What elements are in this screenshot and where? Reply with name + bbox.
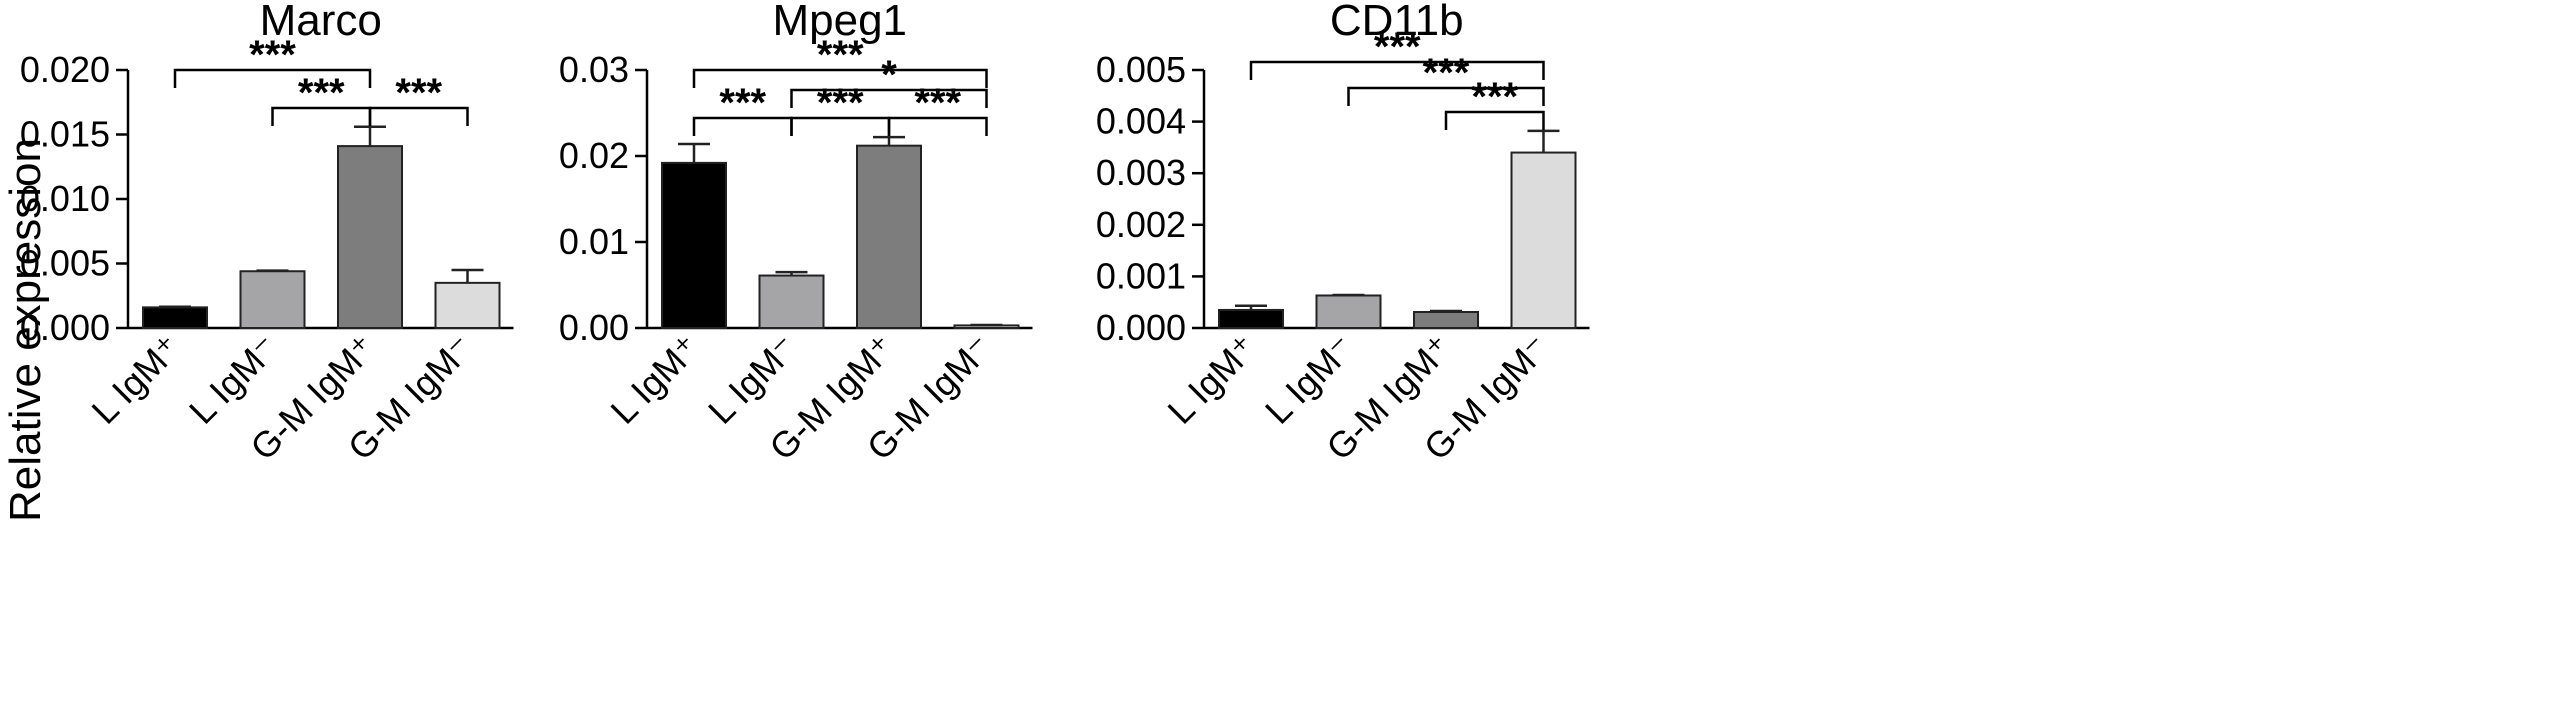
y-tick-label: 0.004 — [1096, 101, 1186, 142]
y-tick-label: 0.03 — [559, 49, 629, 90]
bar — [661, 161, 727, 329]
bar — [1315, 294, 1382, 330]
significance-label: *** — [1423, 51, 1470, 95]
bar — [1218, 308, 1284, 330]
y-tick-label: 0.020 — [20, 49, 110, 90]
y-tick-label: 0.02 — [559, 135, 629, 176]
y-tick-label: 0.005 — [1096, 49, 1186, 90]
significance-label: *** — [249, 33, 296, 77]
significance-bracket — [368, 106, 469, 126]
significance-bracket — [1249, 60, 1545, 80]
bar — [239, 270, 306, 329]
significance-label: *** — [817, 81, 864, 125]
y-tick-label: 0.002 — [1096, 204, 1186, 245]
bar — [434, 281, 501, 330]
chart-title: Marco — [260, 0, 382, 45]
significance-label: *** — [1471, 75, 1518, 119]
chart-title: CD11b — [1330, 0, 1464, 45]
y-tick-label: 0.000 — [20, 307, 110, 348]
bar — [1510, 151, 1577, 329]
significance-bracket — [1347, 86, 1545, 106]
y-tick-label: 0.005 — [20, 243, 110, 284]
significance-label: *** — [914, 81, 961, 125]
significance-bracket — [173, 68, 372, 88]
significance-label: *** — [817, 33, 864, 77]
significance-bracket — [692, 68, 988, 88]
significance-label: *** — [1374, 25, 1421, 69]
bar — [758, 274, 825, 330]
significance-bracket — [887, 116, 988, 136]
significance-label: *** — [719, 81, 766, 125]
y-tick-label: 0.001 — [1096, 255, 1186, 296]
significance-label: *** — [298, 71, 345, 115]
y-tick-label: 0.000 — [1096, 307, 1186, 348]
y-axis-label: Relative expression — [1, 138, 50, 522]
y-tick-label: 0.01 — [559, 221, 629, 262]
y-tick-label: 0.003 — [1096, 152, 1186, 193]
y-tick-label: 0.015 — [20, 114, 110, 155]
y-tick-label: 0.010 — [20, 178, 110, 219]
significance-label: * — [881, 53, 897, 97]
significance-label: *** — [395, 71, 442, 115]
bar — [337, 145, 403, 329]
bar — [1413, 311, 1479, 329]
bar — [856, 144, 922, 329]
bar — [142, 306, 208, 329]
y-tick-label: 0.00 — [559, 307, 629, 348]
significance-bracket — [1444, 110, 1545, 130]
chart-title: Mpeg1 — [772, 0, 907, 45]
significance-bracket — [790, 88, 988, 108]
